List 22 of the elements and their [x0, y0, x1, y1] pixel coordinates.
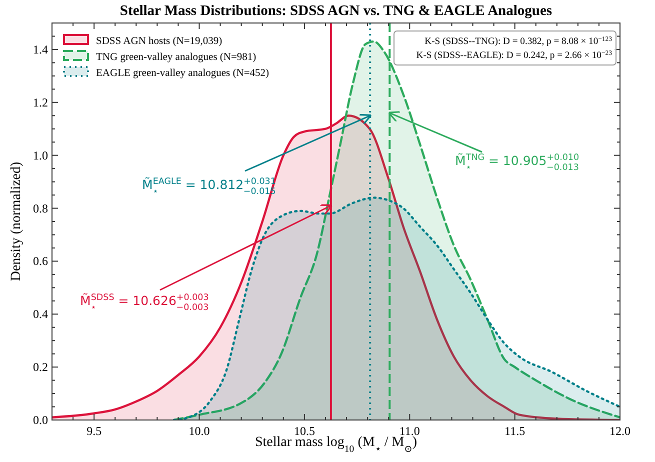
x-tick-label: 11.5	[504, 424, 526, 438]
y-tick-label: 1.2	[33, 95, 48, 110]
y-axis-title: Density (normalized)	[9, 161, 24, 282]
legend-label: SDSS AGN hosts (N=19,039)	[96, 36, 223, 47]
y-tick-label: 1.4	[33, 42, 48, 56]
x-tick-label: 11.0	[399, 424, 420, 438]
y-tick-label: 0.4	[33, 307, 48, 322]
chart-title: Stellar Mass Distributions: SDSS AGN vs. TNG & EAGLE Analogues	[120, 3, 552, 19]
y-tick-label: 0.6	[33, 254, 48, 268]
x-tick-label: 9.5	[86, 424, 102, 438]
y-tick-label: 0.2	[33, 360, 48, 374]
y-tick-label: 1.0	[33, 148, 48, 162]
x-tick-label: 10.0	[188, 424, 210, 438]
legend-label: EAGLE green-valley analogues (N=452)	[96, 68, 270, 79]
y-tick-label: 0.8	[33, 201, 48, 216]
annotation: K-S (SDSS--EAGLE): D = 0.242, p = 2.66 × 10$^{−23}$	[416, 50, 613, 61]
y-tick-label: 0.0	[33, 413, 48, 427]
x-tick-label: 12.0	[610, 424, 630, 438]
x-axis-title: Stellar mass log$_{10}$ (M$_{⋆}$ / M$_{⊙}$)	[254, 435, 418, 454]
x-tick-label: 10.5	[294, 424, 315, 438]
legend-label: TNG green-valley analogues (N=981)	[96, 52, 257, 63]
annotation: K-S (SDSS--TNG): D = 0.382, p = 8.08 × 10$^{−123}$	[424, 36, 613, 47]
